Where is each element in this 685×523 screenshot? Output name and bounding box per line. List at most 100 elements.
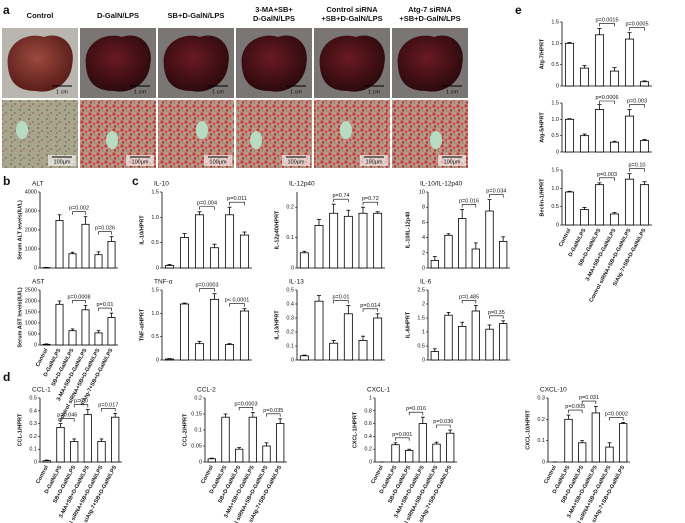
p-value: p=0.016 bbox=[406, 406, 426, 412]
y-tick-label: 0.2 bbox=[286, 205, 294, 211]
bar bbox=[329, 342, 339, 361]
y-tick-label: 6 bbox=[422, 220, 425, 226]
p-value: p=0.046 bbox=[57, 413, 77, 419]
y-tick-label: 0.6 bbox=[364, 421, 372, 427]
bar bbox=[314, 300, 324, 361]
bar bbox=[564, 42, 575, 87]
p-value: p=0.01 bbox=[333, 294, 350, 300]
y-tick-label: 0.5 bbox=[551, 204, 559, 210]
y-tick-label: 1.0 bbox=[151, 215, 159, 221]
panel-letter: c bbox=[132, 174, 139, 188]
bar bbox=[239, 234, 250, 269]
x-tick-label: Control bbox=[558, 227, 573, 247]
y-tick-label: 0.05 bbox=[191, 443, 202, 449]
bar bbox=[224, 214, 235, 269]
vessel bbox=[250, 131, 262, 149]
scale-label: 1 cm bbox=[212, 89, 224, 95]
column-header: +SB+D-GalN/LPS bbox=[321, 14, 382, 23]
y-tick-label: 0 bbox=[291, 265, 294, 271]
bar bbox=[83, 414, 92, 463]
bar bbox=[164, 358, 175, 361]
y-tick-label: 1.5 bbox=[151, 189, 159, 195]
column-header: Control siRNA bbox=[326, 5, 378, 14]
significance-bracket bbox=[609, 417, 624, 421]
p-value: p=0.031 bbox=[579, 395, 599, 401]
bar bbox=[609, 213, 620, 226]
bar bbox=[564, 118, 575, 153]
p-value: p=0.034 bbox=[486, 189, 506, 195]
bar bbox=[471, 310, 480, 361]
p-value: p=0.0003 bbox=[234, 401, 257, 407]
panel-letter: b bbox=[3, 174, 10, 188]
scale-label: 100μm bbox=[54, 159, 71, 165]
y-axis-label: TNF-α/HPRT bbox=[139, 308, 145, 341]
bar bbox=[499, 323, 508, 361]
significance-bracket bbox=[73, 404, 89, 408]
scale-label: 100μm bbox=[210, 159, 227, 165]
y-tick-label: 0.15 bbox=[191, 411, 202, 417]
bar bbox=[194, 343, 205, 361]
scale-bg bbox=[282, 155, 310, 166]
y-tick-label: 0 bbox=[199, 459, 202, 465]
y-axis-label: CXCL-1/HPRT bbox=[352, 411, 358, 448]
significance-bracket bbox=[199, 206, 215, 210]
significance-bracket bbox=[599, 177, 615, 181]
significance-bracket bbox=[599, 100, 615, 104]
p-value: p=0.35 bbox=[488, 310, 505, 316]
y-axis-label: IL-12p40/HPRT bbox=[274, 210, 280, 249]
bar bbox=[299, 252, 309, 269]
p-value: p=0.0003 bbox=[195, 283, 218, 289]
p-value: p=0.0015 bbox=[595, 17, 618, 23]
bar bbox=[432, 443, 441, 463]
scale-bg bbox=[204, 155, 232, 166]
bar bbox=[94, 254, 103, 269]
y-tick-label: 0.5 bbox=[151, 240, 159, 246]
significance-bracket bbox=[489, 315, 504, 319]
p-value: p=0.011 bbox=[227, 196, 247, 202]
column-header: D-GalN/LPS bbox=[97, 11, 139, 20]
bar bbox=[358, 339, 368, 361]
y-tick-label: 0.1 bbox=[537, 438, 545, 444]
significance-bracket bbox=[629, 104, 645, 108]
bar bbox=[248, 416, 257, 463]
vessel bbox=[196, 121, 208, 139]
y-tick-label: 0.3 bbox=[286, 315, 294, 321]
y-axis-label: CCL-2/HPRT bbox=[182, 413, 188, 446]
y-tick-label: 2500 bbox=[25, 287, 37, 293]
bar bbox=[594, 109, 605, 153]
significance-bracket bbox=[629, 168, 645, 172]
y-tick-label: 0.2 bbox=[194, 395, 202, 401]
significance-bracket bbox=[629, 27, 645, 31]
chart-title: IL-10 bbox=[154, 181, 169, 188]
y-tick-label: 0 bbox=[156, 357, 159, 363]
y-tick-label: 0 bbox=[34, 459, 37, 465]
bar bbox=[485, 210, 494, 269]
y-tick-label: 1500 bbox=[25, 309, 37, 315]
y-axis-label: Atg-5/HPRT bbox=[539, 112, 545, 143]
p-value: p=0.0 bbox=[74, 398, 88, 404]
bar bbox=[458, 325, 467, 361]
bar bbox=[639, 81, 650, 87]
significance-bracket bbox=[72, 300, 86, 304]
liver-shape bbox=[7, 35, 73, 92]
y-tick-label: 0.5 bbox=[29, 395, 37, 401]
significance-bracket bbox=[333, 300, 349, 304]
y-axis-label: IL-10/HPRT bbox=[139, 215, 145, 245]
bar bbox=[164, 265, 175, 269]
scale-label: 1 cm bbox=[134, 89, 146, 95]
bar bbox=[42, 343, 51, 346]
bar bbox=[609, 141, 620, 153]
significance-bracket bbox=[72, 211, 86, 215]
scale-label: 100μm bbox=[288, 159, 305, 165]
significance-bracket bbox=[436, 424, 451, 428]
bar bbox=[430, 259, 439, 269]
bar bbox=[56, 427, 65, 463]
y-tick-label: 500 bbox=[28, 331, 37, 337]
y-tick-label: 0 bbox=[556, 83, 559, 89]
p-value: p=0.005 bbox=[565, 404, 585, 410]
bar bbox=[444, 314, 453, 361]
bar bbox=[299, 355, 309, 361]
p-value: p=0.72 bbox=[362, 196, 379, 202]
p-value: p=0.0006 bbox=[595, 95, 618, 101]
